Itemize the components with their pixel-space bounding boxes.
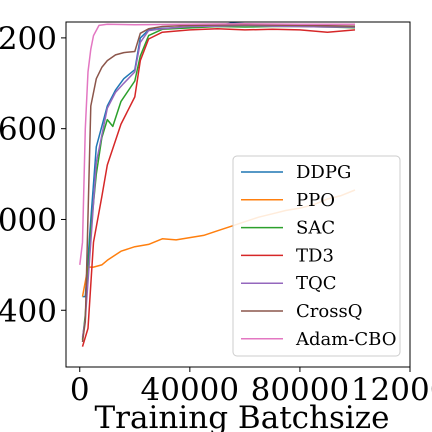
y-tick-label: -200: [0, 21, 57, 57]
plot-frame: [65, 21, 411, 368]
legend-label: CrossQ: [296, 301, 362, 322]
axes: 0 40000 80000120000 -200 -600 -1000 -1400 Train…: [0, 21, 432, 432]
y-tick-label: -1400: [0, 293, 57, 329]
x-tick-label: 40000: [141, 372, 240, 408]
legend-label: Adam-CBO: [295, 329, 397, 350]
y-tick-label: -1000: [0, 202, 57, 238]
x-axis-label: Training Batchsize: [95, 400, 390, 432]
legend-label: TQC: [296, 273, 337, 294]
legend-box: [232, 155, 401, 357]
series-line-tqc: [81, 24, 355, 338]
legend: DDPG PPO SAC TD3 TQC CrossQ Adam-CBO: [232, 155, 401, 357]
x-tick-label: 120000: [351, 372, 432, 408]
legend-label: TD3: [296, 245, 334, 266]
x-tick-label: 0: [70, 372, 90, 408]
y-tick-label: -600: [0, 112, 57, 148]
legend-label: SAC: [296, 218, 335, 239]
legend-label: PPO: [296, 190, 335, 211]
series-line-td3: [81, 28, 356, 347]
legend-label: DDPG: [296, 162, 351, 183]
x-tick-label: 80000: [251, 372, 350, 408]
series-line-adam-cbo: [79, 23, 355, 265]
plot-area: [79, 22, 356, 347]
series-line-crossq: [81, 23, 356, 343]
